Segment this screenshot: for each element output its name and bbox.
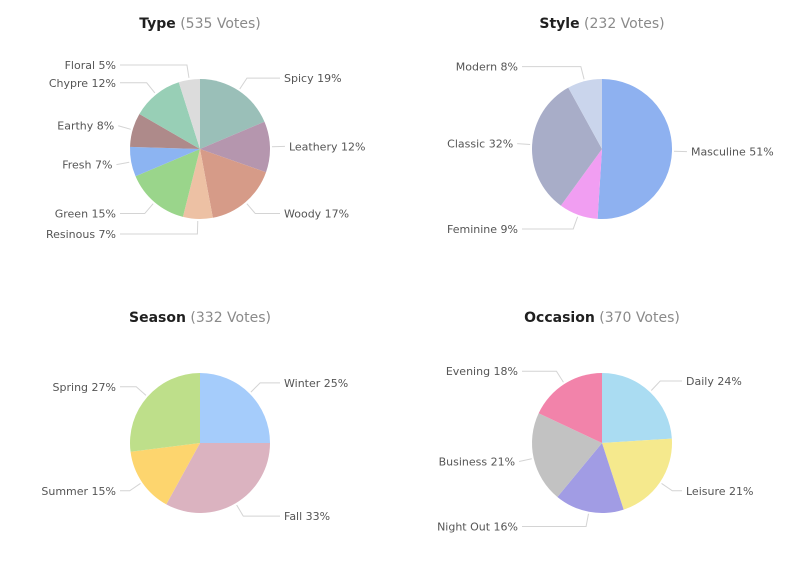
pie-slice-green[interactable] xyxy=(135,149,200,217)
leader-line xyxy=(517,143,531,145)
slice-label-floral: Floral 5% xyxy=(65,59,116,72)
slice-label-leathery: Leathery 12% xyxy=(289,140,365,153)
chart-title-main: Occasion xyxy=(524,310,595,326)
slice-label-fresh: Fresh 7% xyxy=(62,159,112,172)
chart-title-votes: (535 Votes) xyxy=(180,16,261,32)
chart-title-votes: (232 Votes) xyxy=(584,16,665,32)
pie-chart-occasion: Daily 24% Leisure 21% Night Out 16% Busines… xyxy=(437,365,753,533)
pie-slice-night-out[interactable] xyxy=(557,443,624,513)
leader-line xyxy=(522,513,590,527)
slice-label-daily: Daily 24% xyxy=(686,375,742,388)
pie-slice-modern[interactable] xyxy=(568,79,602,149)
chart-title-main: Season xyxy=(129,310,186,326)
pie-slice-spicy[interactable] xyxy=(200,79,265,149)
chart-title-occasion: Occasion (370 Votes) xyxy=(524,309,680,327)
leader-line xyxy=(650,380,682,391)
leader-line xyxy=(522,66,585,80)
leader-line xyxy=(116,161,130,166)
pie-slice-floral[interactable] xyxy=(178,79,200,149)
leader-line xyxy=(120,203,154,215)
pie-slice-feminine[interactable] xyxy=(560,149,602,219)
slice-label-green: Green 15% xyxy=(55,208,116,221)
slice-label-feminine: Feminine 9% xyxy=(447,223,518,236)
slice-label-spicy: Spicy 19% xyxy=(284,72,342,85)
leader-line xyxy=(522,216,579,230)
slice-label-classic: Classic 32% xyxy=(447,138,513,151)
slice-label-chypre: Chypre 12% xyxy=(49,77,116,90)
leader-line xyxy=(120,64,190,78)
pie-slice-fall[interactable] xyxy=(166,443,270,513)
chart-title-votes: (332 Votes) xyxy=(190,310,271,326)
pie-slice-resinous[interactable] xyxy=(182,149,213,220)
leader-line xyxy=(239,77,280,90)
leader-line xyxy=(246,203,280,215)
pie-slice-spring[interactable] xyxy=(129,373,200,452)
leader-line xyxy=(236,504,280,517)
slice-label-spring: Spring 27% xyxy=(53,381,116,394)
pie-chart-style: Masculine 51% Feminine 9% Classic 32% Moder… xyxy=(447,61,774,236)
slice-label-winter: Winter 25% xyxy=(284,377,348,390)
pie-slice-daily[interactable] xyxy=(602,373,672,443)
pie-slice-masculine[interactable] xyxy=(597,79,673,219)
slice-label-masculine: Masculine 51% xyxy=(691,146,774,159)
pie-slice-business[interactable] xyxy=(531,413,602,497)
slice-label-business: Business 21% xyxy=(439,456,515,469)
slice-label-modern: Modern 8% xyxy=(456,61,518,74)
pie-slice-classic[interactable] xyxy=(532,87,602,206)
slice-label-resinous: Resinous 7% xyxy=(46,228,116,241)
pie-slice-chypre[interactable] xyxy=(139,82,200,149)
chart-title-votes: (370 Votes) xyxy=(599,310,680,326)
chart-title-season: Season (332 Votes) xyxy=(129,309,271,327)
leader-line xyxy=(120,82,156,94)
pie-slice-evening[interactable] xyxy=(538,373,602,443)
slice-label-fall: Fall 33% xyxy=(284,510,330,523)
leader-line xyxy=(118,125,131,130)
leader-line xyxy=(522,370,564,383)
leader-line xyxy=(120,386,147,396)
pie-slice-earthy[interactable] xyxy=(130,114,200,149)
leader-line xyxy=(250,382,280,393)
pie-chart-season: Winter 25% Fall 33% Summer 15% Spring 27% xyxy=(41,373,348,523)
pie-slice-woody[interactable] xyxy=(200,149,267,218)
pie-slice-leisure[interactable] xyxy=(602,438,672,510)
leader-line xyxy=(518,458,532,463)
slice-label-summer: Summer 15% xyxy=(41,485,116,498)
slice-label-woody: Woody 17% xyxy=(284,208,349,221)
slice-label-earthy: Earthy 8% xyxy=(57,120,114,133)
leader-line xyxy=(120,220,199,235)
slice-label-leisure: Leisure 21% xyxy=(686,485,753,498)
pie-slice-summer[interactable] xyxy=(130,443,200,505)
chart-title-type: Type (535 Votes) xyxy=(139,15,261,33)
pie-slice-winter[interactable] xyxy=(200,373,270,443)
chart-title-style: Style (232 Votes) xyxy=(539,15,664,33)
pie-slice-leathery[interactable] xyxy=(200,121,270,173)
leader-line xyxy=(661,483,682,492)
chart-title-main: Type xyxy=(139,16,176,32)
slice-label-night-out: Night Out 16% xyxy=(437,520,518,533)
pie-chart-type: Spicy 19% Leathery 12% Woody 17% Resinous 7… xyxy=(46,59,366,241)
chart-title-main: Style xyxy=(539,16,580,32)
leader-line xyxy=(120,483,141,492)
pie-slice-fresh[interactable] xyxy=(129,146,200,177)
slice-label-evening: Evening 18% xyxy=(446,365,518,378)
